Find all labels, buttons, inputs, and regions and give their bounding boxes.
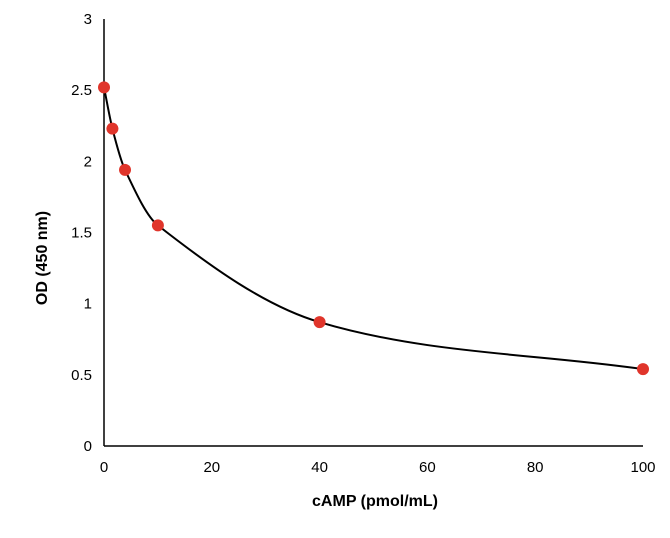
x-tick-label: 100 <box>630 459 655 476</box>
y-tick-label: 2 <box>84 153 92 170</box>
y-ticks: 0 0.5 1 1.5 2 2.5 3 <box>71 11 92 455</box>
y-tick-label: 1 <box>84 296 92 313</box>
x-ticks: 0 20 40 60 80 100 <box>100 459 656 476</box>
y-tick-label: 2.5 <box>71 82 92 99</box>
x-tick-label: 20 <box>203 459 220 476</box>
y-tick-label: 0 <box>84 438 92 455</box>
x-tick-label: 80 <box>527 459 544 476</box>
data-point <box>637 363 649 376</box>
data-point <box>151 219 164 232</box>
axes <box>103 19 643 447</box>
y-tick-label: 1.5 <box>71 225 92 242</box>
data-point <box>119 163 132 176</box>
data-point <box>106 122 119 135</box>
data-point <box>313 316 326 329</box>
x-axis-title: cAMP (pmol/mL) <box>312 493 438 510</box>
x-tick-label: 0 <box>100 459 108 476</box>
fit-curve <box>103 87 644 371</box>
x-tick-label: 60 <box>419 459 436 476</box>
data-point <box>98 81 110 94</box>
data-points <box>98 81 649 376</box>
x-tick-label: 40 <box>311 459 328 476</box>
y-tick-label: 3 <box>84 11 92 28</box>
y-axis-title: OD (450 nm) <box>34 211 51 305</box>
y-tick-label: 0.5 <box>71 367 92 384</box>
